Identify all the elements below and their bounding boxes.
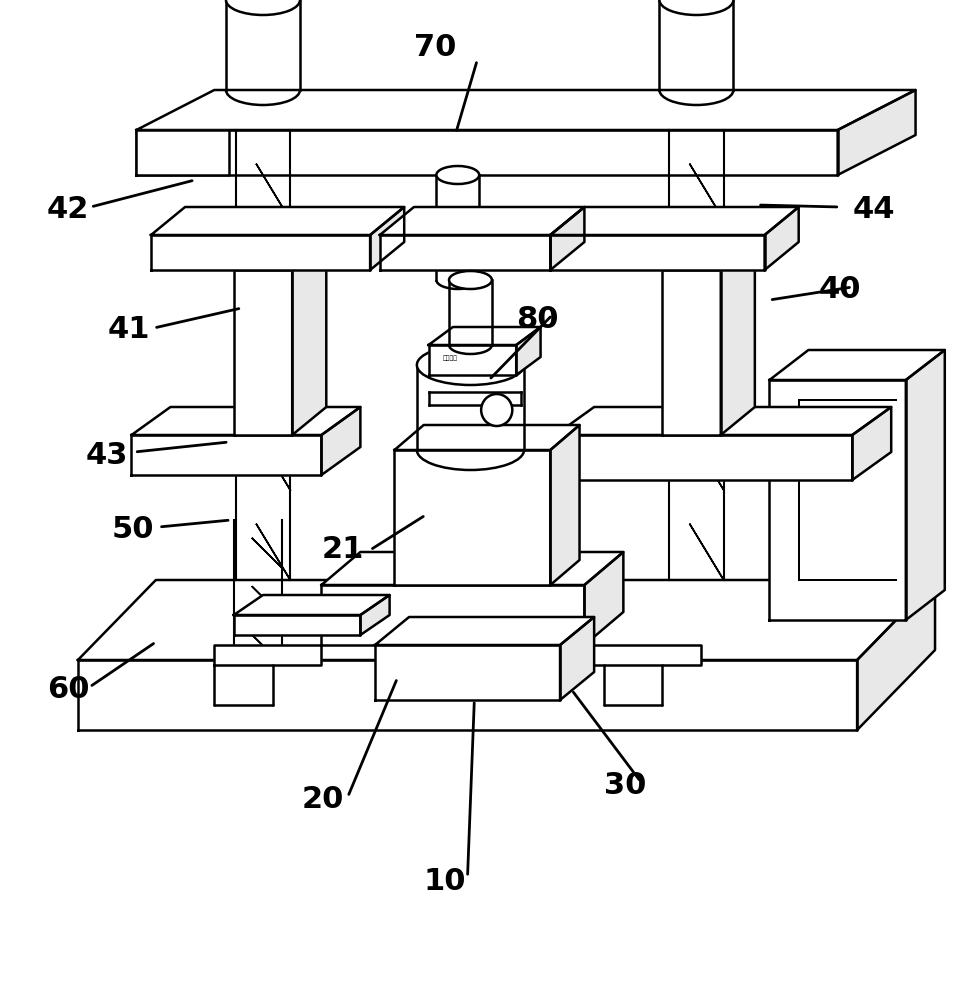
- Polygon shape: [429, 345, 516, 375]
- Polygon shape: [78, 580, 935, 660]
- Text: 43: 43: [86, 440, 129, 470]
- Polygon shape: [234, 595, 390, 615]
- Ellipse shape: [417, 345, 524, 385]
- Polygon shape: [151, 235, 370, 270]
- Text: 20: 20: [302, 786, 345, 814]
- Polygon shape: [555, 407, 891, 435]
- Polygon shape: [394, 450, 550, 585]
- Text: 70: 70: [414, 33, 457, 62]
- Polygon shape: [765, 207, 799, 270]
- Polygon shape: [550, 425, 580, 585]
- Polygon shape: [550, 207, 584, 270]
- Polygon shape: [234, 615, 360, 635]
- Text: 21: 21: [321, 536, 364, 564]
- Polygon shape: [375, 617, 594, 645]
- Text: 80: 80: [516, 306, 559, 334]
- Polygon shape: [584, 645, 701, 665]
- Ellipse shape: [436, 166, 479, 184]
- Polygon shape: [852, 407, 891, 480]
- Text: 40: 40: [818, 275, 861, 304]
- Polygon shape: [380, 207, 584, 235]
- Polygon shape: [838, 90, 916, 175]
- Text: 突发集装: 突发集装: [443, 355, 458, 361]
- Text: 30: 30: [604, 770, 647, 800]
- Polygon shape: [78, 660, 857, 730]
- Text: 42: 42: [47, 196, 90, 225]
- Polygon shape: [136, 130, 229, 175]
- Polygon shape: [321, 552, 623, 585]
- Polygon shape: [516, 327, 541, 375]
- Polygon shape: [214, 645, 321, 665]
- Text: 10: 10: [424, 867, 467, 896]
- Polygon shape: [131, 435, 321, 475]
- Polygon shape: [321, 585, 584, 645]
- Polygon shape: [555, 435, 852, 480]
- Polygon shape: [136, 130, 838, 175]
- Polygon shape: [321, 407, 360, 475]
- Polygon shape: [857, 580, 935, 730]
- Text: 41: 41: [107, 316, 150, 344]
- Polygon shape: [560, 617, 594, 700]
- Polygon shape: [380, 235, 550, 270]
- Polygon shape: [769, 350, 945, 380]
- Polygon shape: [769, 380, 906, 620]
- Ellipse shape: [449, 271, 492, 289]
- Ellipse shape: [226, 0, 300, 15]
- Polygon shape: [360, 595, 390, 635]
- Polygon shape: [429, 327, 541, 345]
- Polygon shape: [136, 90, 916, 130]
- Polygon shape: [906, 350, 945, 620]
- Text: 60: 60: [47, 676, 90, 704]
- Polygon shape: [550, 207, 799, 235]
- Polygon shape: [550, 235, 765, 270]
- Circle shape: [481, 394, 512, 426]
- Polygon shape: [151, 207, 404, 235]
- Text: 44: 44: [852, 196, 895, 225]
- Polygon shape: [131, 407, 360, 435]
- Polygon shape: [394, 425, 580, 450]
- Ellipse shape: [659, 0, 733, 15]
- Polygon shape: [370, 207, 404, 270]
- Polygon shape: [292, 242, 326, 435]
- Polygon shape: [721, 242, 755, 435]
- Text: 50: 50: [112, 516, 155, 544]
- Polygon shape: [375, 645, 560, 700]
- Polygon shape: [234, 270, 292, 435]
- Polygon shape: [584, 552, 623, 645]
- Polygon shape: [662, 270, 721, 435]
